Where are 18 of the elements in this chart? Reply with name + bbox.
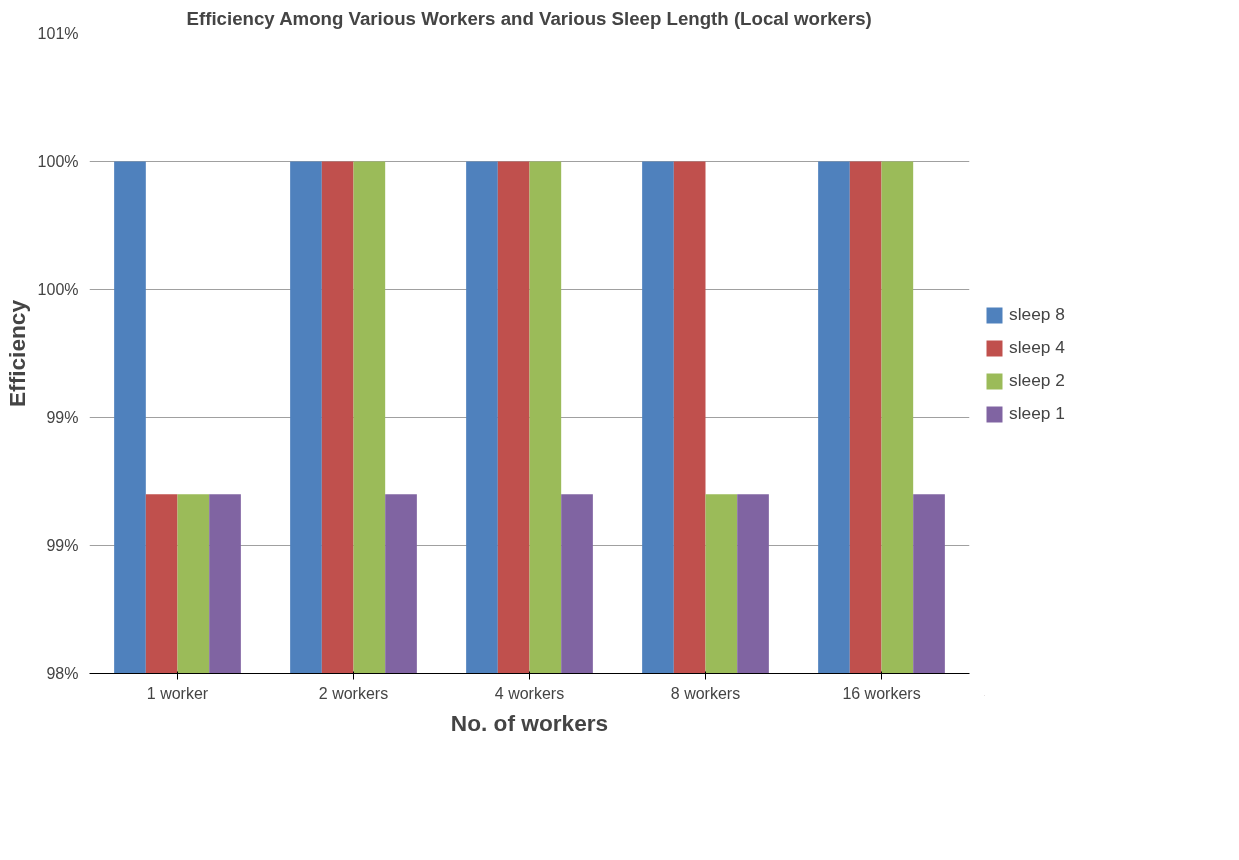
legend-label: sleep 1 xyxy=(1009,403,1066,424)
x-tick-label: 2 workers xyxy=(318,684,389,702)
x-tick-label: 16 workers xyxy=(842,684,921,702)
legend-label: sleep 8 xyxy=(1009,304,1066,325)
y-tick-label: 100% xyxy=(37,281,79,298)
y-axis-title: Efficiency xyxy=(3,299,30,408)
y-tick-label: 99% xyxy=(46,537,79,554)
x-tick-label: 1 worker xyxy=(146,684,209,702)
x-axis-title: No. of workers xyxy=(450,709,609,736)
chart-title: Efficiency Among Various Workers and Various Sleep Length (Local workers) xyxy=(186,7,872,29)
y-tick-label: 99% xyxy=(46,409,79,426)
legend-label: sleep 2 xyxy=(1009,370,1066,391)
x-tick-label: 8 workers xyxy=(670,684,741,702)
x-tick-label: 4 workers xyxy=(494,684,565,702)
y-tick-label: 101% xyxy=(37,25,79,42)
y-tick-label: 98% xyxy=(46,665,79,682)
legend-label: sleep 4 xyxy=(1009,337,1066,358)
y-tick-label: 100% xyxy=(37,153,79,170)
